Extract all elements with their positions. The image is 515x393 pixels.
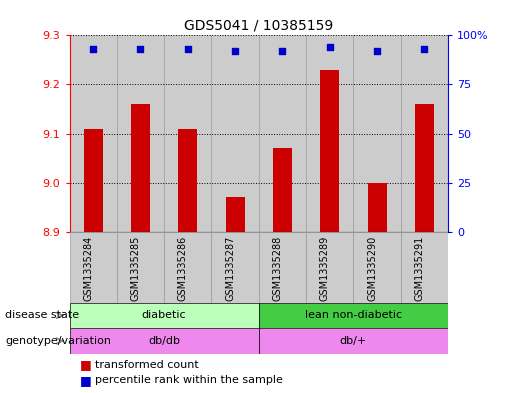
Point (89, 46, 97, 52)
Text: disease state: disease state (5, 310, 79, 320)
Text: GSM1335284: GSM1335284 (83, 235, 93, 301)
Point (373, 48, 381, 54)
Bar (353, 232, 401, 303)
Text: ■: ■ (80, 374, 92, 387)
Bar (306, 232, 353, 303)
Bar (164, 35, 212, 232)
Text: GSM1335290: GSM1335290 (367, 235, 377, 301)
Bar (70, 35, 117, 232)
Bar (259, 232, 306, 303)
Text: GSM1335287: GSM1335287 (225, 235, 235, 301)
Bar (353, 35, 401, 232)
Bar (212, 232, 259, 303)
Bar (70, 232, 117, 303)
Text: GSM1335289: GSM1335289 (320, 235, 330, 301)
Text: GSM1335291: GSM1335291 (415, 235, 424, 301)
Bar (84, 129, 102, 232)
Bar (368, 183, 387, 232)
Point (325, 44, 334, 50)
Point (184, 46, 192, 52)
Bar (273, 148, 292, 232)
Title: GDS5041 / 10385159: GDS5041 / 10385159 (184, 19, 333, 33)
Text: transformed count: transformed count (95, 360, 199, 370)
Bar (306, 35, 353, 232)
Text: ■: ■ (80, 358, 92, 371)
Bar (70, 303, 259, 328)
Point (136, 46, 145, 52)
Point (420, 46, 428, 52)
Bar (164, 232, 212, 303)
Text: percentile rank within the sample: percentile rank within the sample (95, 375, 283, 385)
Text: genotype/variation: genotype/variation (5, 336, 111, 346)
Bar (131, 104, 150, 232)
Text: GSM1335285: GSM1335285 (130, 235, 141, 301)
Text: db/+: db/+ (340, 336, 367, 346)
Point (278, 48, 286, 54)
Bar (259, 328, 448, 354)
Point (231, 48, 239, 54)
Text: GSM1335286: GSM1335286 (178, 235, 188, 301)
Bar (401, 232, 448, 303)
Bar (320, 70, 339, 232)
Text: db/db: db/db (148, 336, 180, 346)
Bar (259, 35, 306, 232)
Bar (70, 328, 259, 354)
Bar (117, 35, 164, 232)
Bar (212, 35, 259, 232)
Bar (226, 197, 245, 232)
Bar (401, 35, 448, 232)
Text: lean non-diabetic: lean non-diabetic (305, 310, 402, 320)
Bar (117, 232, 164, 303)
Bar (259, 303, 448, 328)
Bar (415, 104, 434, 232)
Bar (178, 129, 197, 232)
Text: GSM1335288: GSM1335288 (272, 235, 282, 301)
Text: diabetic: diabetic (142, 310, 186, 320)
